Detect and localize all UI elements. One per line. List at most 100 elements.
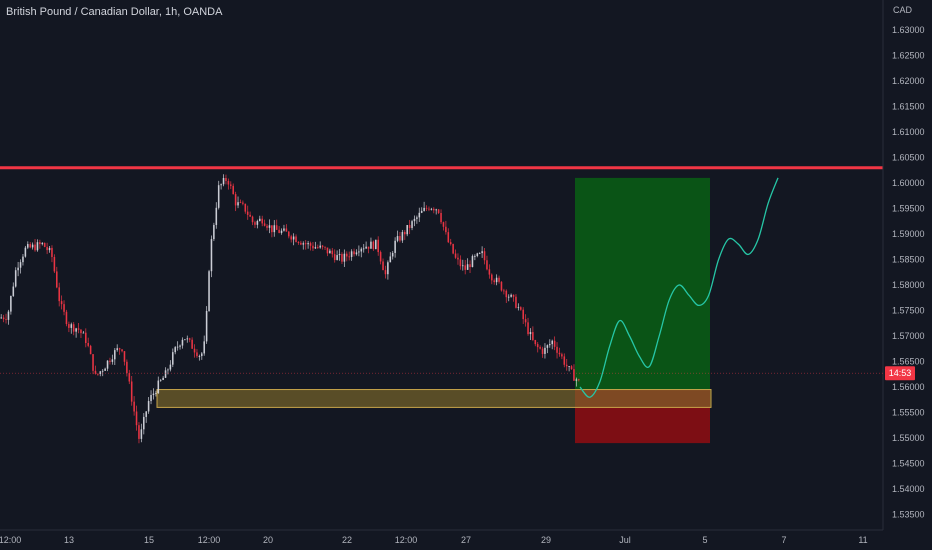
candle-body [225,177,227,181]
candle-body [157,380,160,394]
candle-body [167,369,169,371]
candle-body [396,236,399,241]
candle-body [101,370,104,372]
last-price-badge [885,366,915,381]
candle-body [208,271,210,311]
y-tick-label: 1.54000 [892,484,925,494]
candle-body [517,307,520,309]
candle-body [159,379,162,381]
candle-body [420,210,423,213]
candle-body [416,217,418,219]
candle-body [285,228,288,232]
candle-body [500,281,503,291]
candle-body [19,262,22,268]
candle-body [295,236,297,242]
candle-body [261,218,264,224]
candle-body [372,241,375,250]
candle-body [181,339,184,346]
candle-body [80,329,82,334]
candle-body [210,239,213,272]
candle-body [94,370,97,374]
candle-body [75,328,77,332]
candles-layer [0,174,580,444]
candle-body [534,339,537,345]
candle-body [278,229,280,233]
candle-body [89,345,92,355]
candle-body [374,239,377,250]
candle-body [237,202,239,206]
candle-body [188,338,191,340]
x-tick-label: 7 [781,535,786,545]
candle-body [360,248,363,252]
price-axis-background [883,0,932,550]
candle-body [92,354,94,371]
candle-body [217,185,220,208]
candle-body [478,253,481,254]
candle-body [575,379,578,381]
candle-body [184,339,186,341]
candle-body [394,240,396,253]
candle-body [266,225,268,228]
candle-body [389,256,392,263]
candle-body [2,317,5,320]
support-zone [156,389,712,408]
candle-body [145,411,148,417]
candle-body [321,245,324,247]
x-tick-label: 12:00 [395,535,418,545]
candle-body [428,208,430,210]
candle-body [109,360,111,362]
time-axis[interactable]: 12:00 13 15 12:00 20 22 12:00 27 29 Jul 5 7 11 [0,535,868,545]
candle-body [565,364,568,367]
candle-body [474,255,476,257]
candle-body [522,309,525,320]
candle-body [179,345,181,347]
candle-body [222,177,225,185]
candle-body [449,242,452,245]
candle-body [556,346,558,353]
candle-body [495,277,498,283]
candle-body [353,251,355,255]
candle-body [469,264,471,268]
candle-body [370,241,372,249]
candle-body [46,246,48,251]
candle-body [362,248,365,250]
candle-body [155,393,157,394]
last-price-tag: 14:53 [0,366,915,381]
candle-body [558,352,561,355]
y-tick-label: 1.53500 [892,510,925,520]
candle-body [326,247,329,254]
candle-body [423,207,425,211]
candle-body [196,352,198,357]
candle-body [440,212,442,223]
candle-body [476,253,479,256]
y-tick-label: 1.59000 [892,229,925,239]
x-tick-label: 15 [144,535,154,545]
candle-body [258,218,261,221]
candle-body [5,319,7,320]
price-axis[interactable]: 1.63000 1.62500 1.62000 1.61500 1.61000 1.605… [892,25,925,520]
drawings-layer [0,166,883,444]
candle-body [242,202,244,204]
x-tick-label: Jul [619,535,631,545]
candle-body [41,242,44,245]
candle-body [203,341,206,354]
candle-body [457,257,459,260]
candle-body [437,209,440,213]
candle-body [338,254,341,256]
y-tick-label: 1.56500 [892,357,925,367]
candle-body [442,222,445,227]
candle-body [546,345,549,348]
candle-body [249,214,251,217]
candle-body [171,352,174,365]
candle-body [532,332,534,340]
y-tick-label: 1.56000 [892,382,925,392]
x-tick-label: 5 [702,535,707,545]
candle-body [541,348,544,354]
candle-body [126,361,128,374]
candle-body [435,209,438,211]
candle-body [104,368,106,371]
candle-body [312,245,314,249]
time-axis-background [0,530,932,550]
candle-body [343,253,346,262]
